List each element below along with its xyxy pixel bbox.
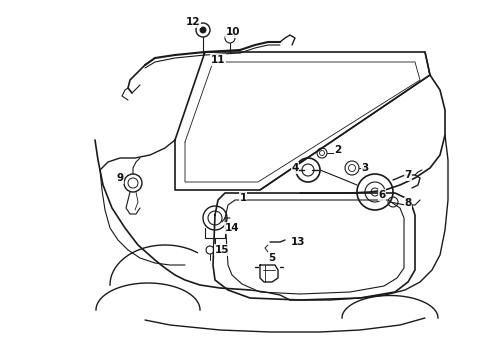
Text: 11: 11 bbox=[211, 55, 225, 65]
Circle shape bbox=[200, 27, 206, 33]
Text: 1: 1 bbox=[240, 193, 246, 203]
Circle shape bbox=[371, 188, 379, 196]
Text: 5: 5 bbox=[269, 253, 275, 263]
Text: 2: 2 bbox=[334, 145, 342, 155]
Text: 7: 7 bbox=[404, 170, 412, 180]
Text: 8: 8 bbox=[404, 198, 412, 208]
Text: 13: 13 bbox=[291, 237, 305, 247]
Text: 12: 12 bbox=[186, 17, 200, 27]
Text: 4: 4 bbox=[292, 163, 299, 173]
Text: 9: 9 bbox=[117, 173, 123, 183]
Text: 14: 14 bbox=[225, 223, 239, 233]
Text: 15: 15 bbox=[215, 245, 229, 255]
Text: 6: 6 bbox=[378, 190, 386, 200]
Text: 10: 10 bbox=[226, 27, 240, 37]
Text: 3: 3 bbox=[361, 163, 368, 173]
